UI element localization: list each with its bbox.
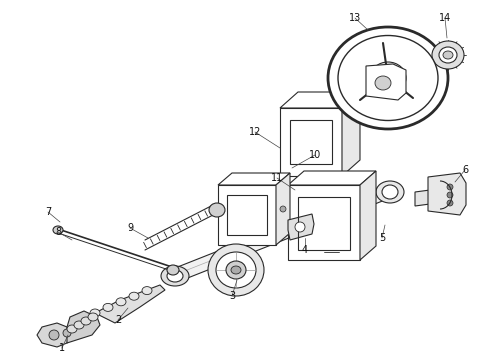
- Polygon shape: [428, 173, 466, 215]
- Polygon shape: [280, 92, 360, 108]
- Text: 6: 6: [462, 165, 468, 175]
- Ellipse shape: [167, 270, 183, 282]
- Ellipse shape: [67, 325, 77, 333]
- Ellipse shape: [378, 69, 398, 87]
- Polygon shape: [37, 323, 70, 347]
- Ellipse shape: [447, 192, 453, 198]
- Ellipse shape: [376, 181, 404, 203]
- Bar: [227, 195, 267, 235]
- Ellipse shape: [90, 309, 100, 317]
- Ellipse shape: [81, 317, 91, 325]
- Text: 13: 13: [349, 13, 361, 23]
- Polygon shape: [415, 188, 445, 206]
- Polygon shape: [360, 171, 376, 260]
- Text: 4: 4: [302, 245, 308, 255]
- Ellipse shape: [439, 47, 457, 63]
- Polygon shape: [342, 92, 360, 176]
- Bar: [290, 120, 332, 164]
- Text: 1: 1: [59, 343, 65, 353]
- Text: 7: 7: [45, 207, 51, 217]
- Bar: [288, 185, 360, 260]
- Ellipse shape: [447, 184, 453, 190]
- Ellipse shape: [167, 265, 179, 275]
- Text: 8: 8: [55, 227, 61, 237]
- Ellipse shape: [209, 203, 225, 217]
- Ellipse shape: [53, 226, 63, 234]
- Ellipse shape: [74, 321, 84, 329]
- Ellipse shape: [216, 252, 256, 288]
- Ellipse shape: [447, 200, 453, 206]
- Ellipse shape: [370, 62, 406, 94]
- Text: 9: 9: [127, 223, 133, 233]
- Ellipse shape: [63, 329, 71, 337]
- Ellipse shape: [161, 266, 189, 286]
- Ellipse shape: [116, 298, 126, 306]
- Polygon shape: [95, 285, 165, 323]
- Bar: [298, 197, 350, 250]
- Polygon shape: [288, 214, 314, 240]
- Ellipse shape: [443, 51, 453, 59]
- Ellipse shape: [328, 27, 448, 129]
- Ellipse shape: [103, 303, 113, 311]
- Text: 10: 10: [309, 150, 321, 160]
- Ellipse shape: [280, 206, 286, 212]
- Polygon shape: [366, 64, 406, 100]
- Ellipse shape: [49, 330, 59, 340]
- Text: 11: 11: [271, 173, 283, 183]
- Polygon shape: [276, 173, 290, 245]
- Bar: [280, 108, 342, 176]
- Polygon shape: [288, 171, 376, 185]
- Ellipse shape: [142, 287, 152, 294]
- Ellipse shape: [231, 266, 241, 274]
- Ellipse shape: [432, 41, 464, 69]
- Ellipse shape: [338, 36, 438, 121]
- Text: 14: 14: [439, 13, 451, 23]
- Polygon shape: [170, 185, 390, 283]
- Ellipse shape: [295, 222, 305, 232]
- Bar: [218, 185, 276, 245]
- Polygon shape: [218, 173, 290, 185]
- Ellipse shape: [382, 185, 398, 199]
- Ellipse shape: [375, 76, 391, 90]
- Text: 2: 2: [115, 315, 121, 325]
- Ellipse shape: [129, 292, 139, 300]
- Ellipse shape: [208, 244, 264, 296]
- Ellipse shape: [226, 261, 246, 279]
- Text: 12: 12: [249, 127, 261, 137]
- Text: 3: 3: [229, 291, 235, 301]
- Text: 5: 5: [379, 233, 385, 243]
- Ellipse shape: [88, 313, 98, 321]
- Polygon shape: [67, 311, 100, 343]
